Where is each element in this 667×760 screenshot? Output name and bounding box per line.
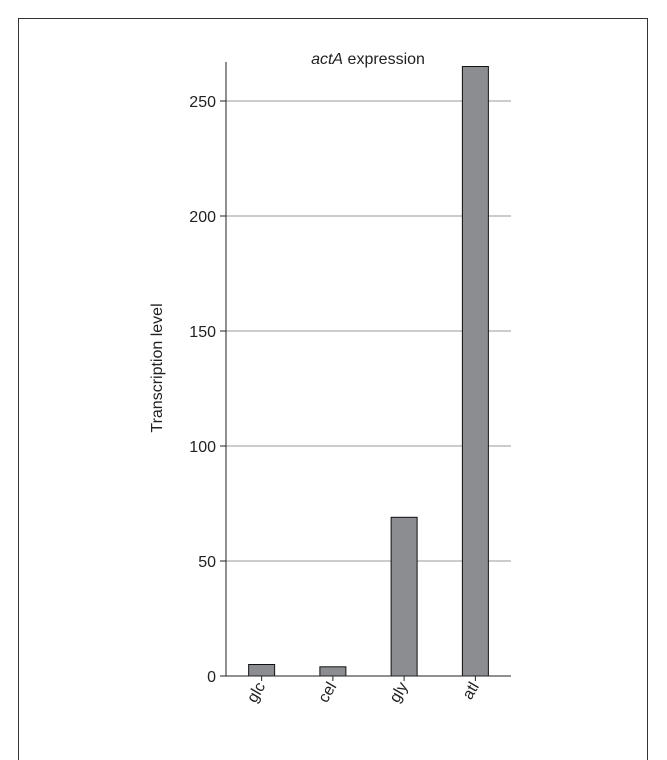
chart-title-rest: expression [343,51,425,68]
y-tick-label: 0 [207,669,216,686]
bar-atl [461,66,489,677]
bar-chart: 0 50 100 150 200 250 glc cel gly atl actA expres… [149,51,511,706]
chart-title: actA expression [311,51,425,68]
bar-cel [319,666,347,677]
bar-gly [390,516,418,677]
x-tick-label-glc: glc [244,680,269,706]
y-tick-label: 100 [189,439,216,456]
x-tick-label-cel: cel [315,680,340,706]
x-tick-labels: glc cel gly atl [244,676,483,706]
x-tick-label-atl: atl [460,680,483,703]
y-tick-label: 150 [189,324,216,341]
y-tick-labels: 0 50 100 150 200 250 [189,94,226,686]
chart-title-italic: actA [311,51,343,68]
bar-glc [248,664,276,677]
y-tick-label: 50 [198,554,216,571]
x-tick-label-gly: gly [387,680,412,706]
y-axis-label: Transcription level [149,303,166,432]
y-tick-label: 200 [189,209,216,226]
bars [248,66,489,677]
figure-frame [18,18,648,760]
y-tick-label: 250 [189,94,216,111]
